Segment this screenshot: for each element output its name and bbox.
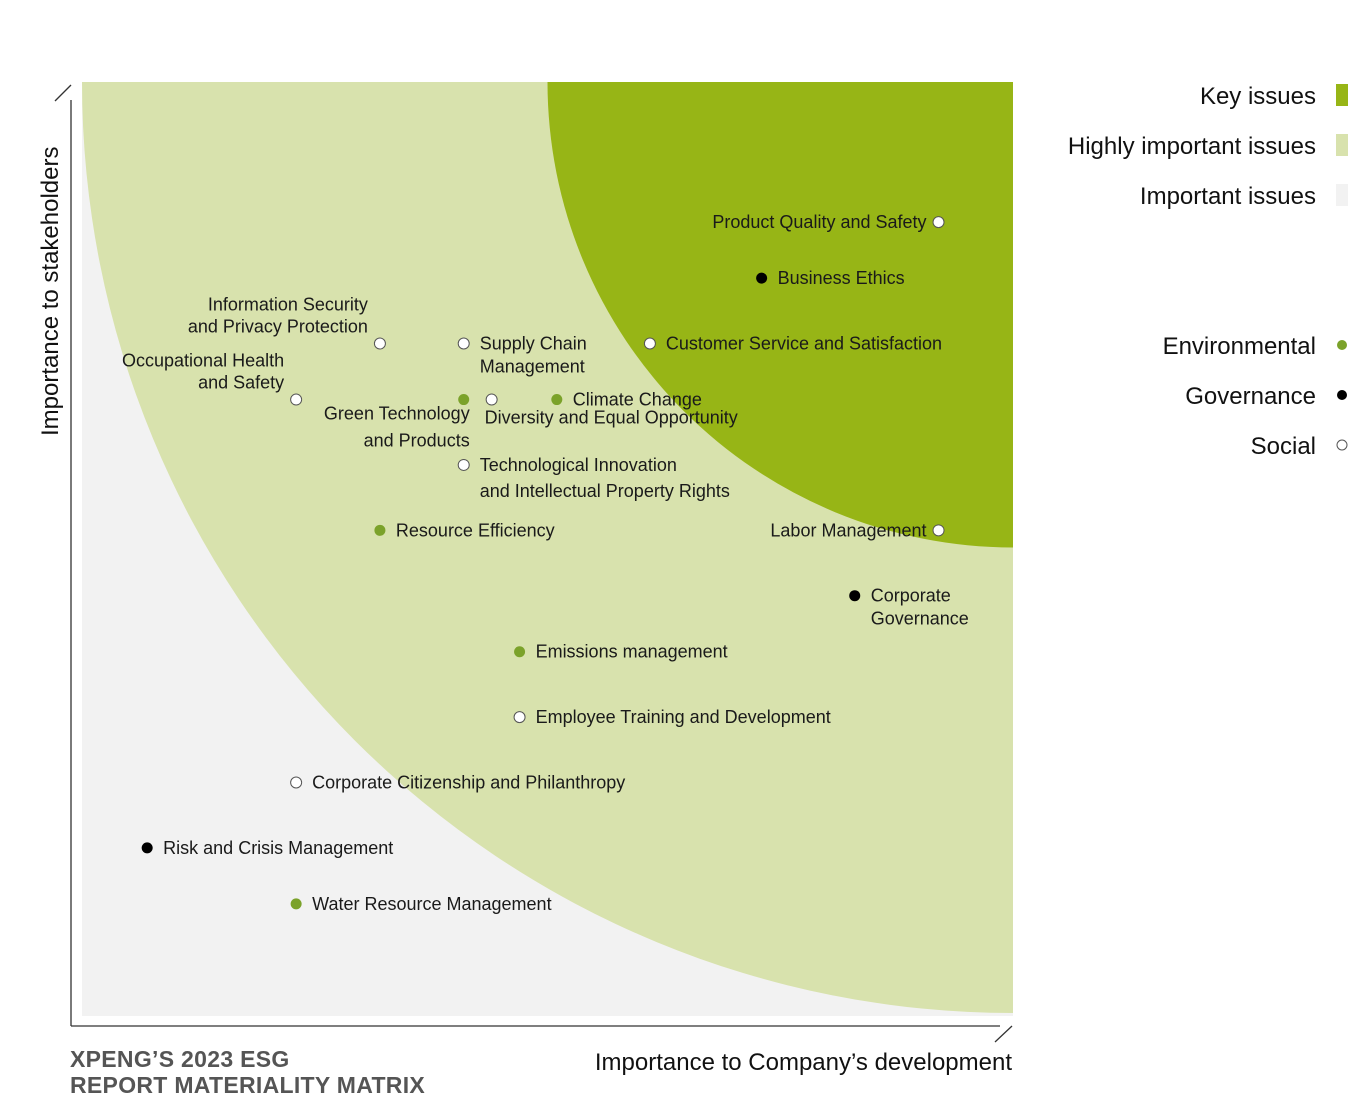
legend-swatch xyxy=(1336,134,1348,156)
point-customer-service-and-satisfaction: Customer Service and Satisfaction xyxy=(643,334,942,354)
point-label: Labor Management xyxy=(770,520,926,540)
environmental-legend-marker xyxy=(1337,340,1347,350)
point-supply-chain-management: Supply Chain Management xyxy=(457,334,587,377)
legend-label: Key issues xyxy=(1200,83,1316,110)
point-label: Resource Efficiency xyxy=(396,520,555,540)
point-information-security-and-privacy-protection: Information Security and Privacy Protecti… xyxy=(188,295,386,350)
environmental-marker xyxy=(514,646,526,658)
points-layer: Product Quality and Safety Business Ethic… xyxy=(122,212,969,914)
legend-label: Social xyxy=(1251,433,1316,460)
social-marker xyxy=(290,393,303,406)
governance-marker xyxy=(756,272,768,284)
legend-category-social: Social xyxy=(1251,433,1348,460)
environmental-marker xyxy=(374,524,386,536)
axes: Importance to stakeholders Importance to… xyxy=(37,84,1013,1076)
social-marker xyxy=(513,711,526,724)
legend-zone-key-issues: Key issues xyxy=(1200,83,1348,110)
point-label: Customer Service and Satisfaction xyxy=(666,334,942,354)
point-label: Business Ethics xyxy=(778,268,905,288)
point-diversity-and-equal-opportunity: Diversity and Equal Opportunity xyxy=(485,393,738,428)
point-label: Green Technology and Products xyxy=(324,404,470,451)
point-occupational-health-and-safety: Occupational Health and Safety xyxy=(122,351,303,406)
point-climate-change: Climate Change xyxy=(551,390,702,410)
legend-label: Highly important issues xyxy=(1068,133,1316,160)
y-axis-title: Importance to stakeholders xyxy=(37,147,64,437)
point-technological-innovation-and-intellectual-property-rights: Technological Innovation and Intellectual… xyxy=(457,455,730,501)
point-employee-training-and-development: Employee Training and Development xyxy=(513,707,831,727)
chart-title-line-2: REPORT MATERIALITY MATRIX xyxy=(70,1072,426,1098)
plot-area xyxy=(82,82,1013,1016)
zone-key-issues xyxy=(547,82,1013,548)
social-marker xyxy=(932,216,945,229)
chart-title: XPENG’S 2023 ESG REPORT MATERIALITY MATR… xyxy=(70,1046,425,1098)
legend-category-governance: Governance xyxy=(1185,383,1347,410)
point-label: Corporate Governance xyxy=(871,586,969,629)
social-marker xyxy=(373,337,386,350)
point-label: Technological Innovation and Intellectual… xyxy=(480,455,730,501)
point-label: Information Security and Privacy Protecti… xyxy=(188,295,368,337)
point-label: Employee Training and Development xyxy=(536,707,831,727)
governance-marker xyxy=(141,842,153,854)
point-green-technology-and-products: Green Technology and Products xyxy=(324,394,470,451)
social-marker xyxy=(485,393,498,406)
point-water-resource-management: Water Resource Management xyxy=(290,894,552,914)
point-label: Climate Change xyxy=(573,390,702,410)
legend: Key issues Highly important issues Importa… xyxy=(1068,83,1348,460)
social-marker xyxy=(457,337,470,350)
chart-title-line-1: XPENG’S 2023 ESG xyxy=(70,1046,290,1072)
social-marker xyxy=(457,458,470,471)
point-label: Risk and Crisis Management xyxy=(163,838,393,858)
x-axis-title: Importance to Company’s development xyxy=(595,1049,1012,1076)
point-corporate-citizenship-and-philanthropy: Corporate Citizenship and Philanthropy xyxy=(290,773,625,793)
governance-legend-marker xyxy=(1337,390,1347,400)
social-legend-marker xyxy=(1336,439,1348,451)
point-emissions-management: Emissions management xyxy=(514,642,728,662)
governance-marker xyxy=(849,590,861,602)
environmental-marker xyxy=(458,394,470,406)
point-business-ethics: Business Ethics xyxy=(756,268,905,288)
x-axis-end-tick xyxy=(994,1025,1013,1043)
social-marker xyxy=(932,524,945,537)
point-label: Product Quality and Safety xyxy=(712,212,926,232)
social-marker xyxy=(643,337,656,350)
environmental-marker xyxy=(290,898,302,910)
social-marker xyxy=(290,776,303,789)
legend-label: Governance xyxy=(1185,383,1316,410)
point-labor-management: Labor Management xyxy=(770,520,945,540)
y-axis-end-tick xyxy=(54,84,72,102)
environmental-marker xyxy=(551,394,563,406)
point-label: Water Resource Management xyxy=(312,894,551,914)
legend-swatch xyxy=(1336,84,1348,106)
point-risk-and-crisis-management: Risk and Crisis Management xyxy=(141,838,393,858)
point-product-quality-and-safety: Product Quality and Safety xyxy=(712,212,945,232)
point-label: Supply Chain Management xyxy=(480,334,587,377)
point-label: Corporate Citizenship and Philanthropy xyxy=(312,773,625,793)
legend-swatch xyxy=(1336,184,1348,206)
legend-label: Environmental xyxy=(1163,333,1316,360)
point-label: Emissions management xyxy=(536,642,728,662)
point-corporate-governance: Corporate Governance xyxy=(849,586,969,629)
point-label: Occupational Health and Safety xyxy=(122,351,284,393)
point-resource-efficiency: Resource Efficiency xyxy=(374,520,555,540)
legend-zone-highly-important-issues: Highly important issues xyxy=(1068,133,1348,160)
point-label: Diversity and Equal Opportunity xyxy=(485,408,738,428)
legend-category-environmental: Environmental xyxy=(1163,333,1347,360)
legend-zone-important-issues: Important issues xyxy=(1140,183,1348,210)
legend-label: Important issues xyxy=(1140,183,1316,210)
